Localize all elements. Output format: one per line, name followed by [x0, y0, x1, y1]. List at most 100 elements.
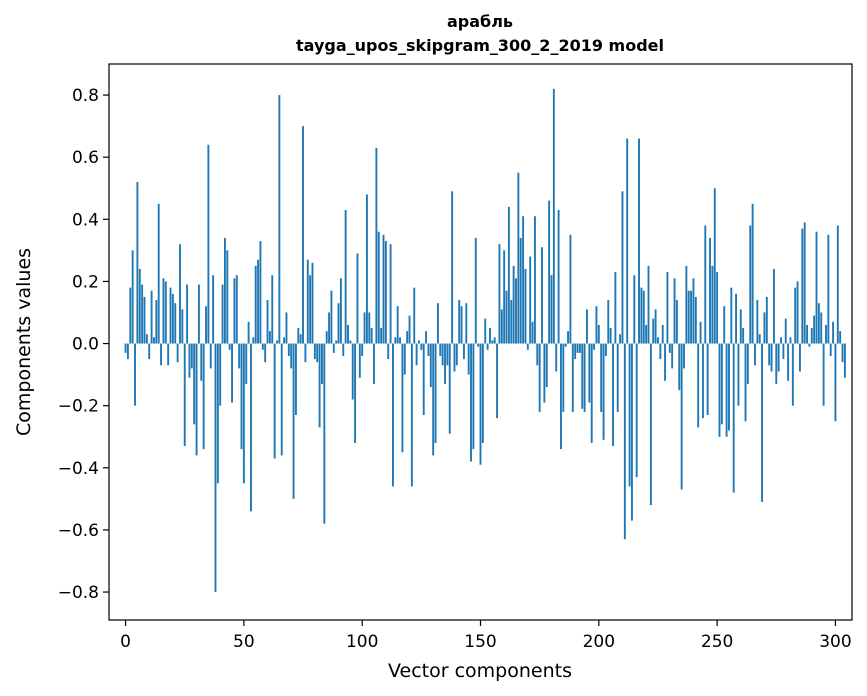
- bar: [593, 343, 596, 350]
- bar: [316, 343, 319, 363]
- bar: [600, 343, 603, 412]
- bar: [711, 265, 714, 344]
- bar: [680, 343, 683, 490]
- bar: [552, 88, 555, 344]
- bar: [160, 343, 163, 366]
- bar: [226, 250, 229, 344]
- y-tick-label: 0.4: [72, 210, 99, 230]
- bar: [268, 331, 271, 344]
- bar: [363, 312, 366, 344]
- bar: [820, 312, 823, 344]
- bar: [744, 343, 747, 422]
- bar: [756, 300, 759, 344]
- bar: [460, 306, 463, 344]
- bar: [716, 272, 719, 344]
- bar: [531, 321, 534, 344]
- bar: [626, 138, 629, 344]
- bar: [493, 337, 496, 344]
- bar: [621, 191, 624, 344]
- bar: [571, 343, 574, 412]
- x-tick-label: 0: [120, 632, 131, 652]
- x-axis-ticks: 0 50 100 150 200 250 300: [120, 620, 852, 652]
- bar: [134, 343, 136, 406]
- bar: [233, 278, 236, 344]
- bar: [370, 328, 373, 344]
- bar: [489, 328, 491, 344]
- bar: [252, 337, 255, 344]
- bar: [614, 272, 617, 344]
- bar: [351, 343, 354, 400]
- bar: [399, 337, 401, 344]
- bar: [358, 343, 361, 378]
- bar: [261, 343, 264, 350]
- x-tick-label: 150: [464, 632, 496, 652]
- bar: [171, 293, 174, 344]
- bar: [770, 343, 773, 372]
- bar: [183, 343, 186, 447]
- bar: [746, 343, 749, 384]
- bar: [723, 306, 726, 344]
- bar: [155, 300, 158, 344]
- bar: [806, 324, 808, 344]
- bar: [730, 287, 733, 344]
- bar: [659, 343, 662, 360]
- bar: [763, 312, 766, 344]
- bar: [817, 303, 820, 344]
- bar: [739, 309, 742, 344]
- bar: [687, 290, 690, 344]
- bar: [384, 241, 387, 344]
- bar: [193, 343, 196, 425]
- bar: [415, 343, 418, 366]
- bar: [836, 225, 839, 344]
- bar: [453, 343, 456, 372]
- bar: [238, 343, 241, 369]
- bar: [446, 343, 449, 366]
- bar: [306, 259, 309, 344]
- bar: [240, 343, 243, 450]
- bar: [791, 343, 794, 406]
- bar: [131, 250, 134, 344]
- bar: [153, 337, 155, 344]
- bar: [789, 337, 792, 344]
- bar: [302, 126, 304, 344]
- bar: [772, 269, 775, 344]
- bar: [517, 172, 520, 344]
- bar: [829, 343, 832, 356]
- bar: [668, 343, 671, 353]
- y-tick-label: 0.8: [72, 86, 99, 106]
- bar: [784, 318, 787, 344]
- bar: [569, 234, 572, 344]
- bar: [271, 275, 274, 344]
- bar: [616, 343, 619, 412]
- bar: [796, 281, 799, 344]
- bar: [754, 343, 756, 366]
- bar: [498, 244, 501, 344]
- bar: [221, 284, 224, 344]
- bar: [633, 275, 636, 344]
- x-tick-label: 50: [233, 632, 255, 652]
- bar: [683, 343, 685, 369]
- bar: [825, 324, 827, 344]
- bar: [515, 278, 517, 344]
- bar: [692, 278, 695, 344]
- bar: [479, 343, 482, 465]
- bar: [597, 324, 600, 344]
- bar: [373, 343, 375, 384]
- bar: [297, 328, 300, 344]
- bar: [666, 272, 669, 344]
- y-tick-label: 0.0: [72, 335, 99, 355]
- x-tick-label: 200: [583, 632, 615, 652]
- bar: [451, 191, 454, 344]
- bar: [697, 343, 700, 428]
- bar: [380, 328, 383, 344]
- bar: [699, 321, 702, 344]
- bar: [202, 343, 205, 450]
- y-tick-label: −0.2: [58, 397, 99, 417]
- bar: [751, 203, 754, 344]
- bar: [787, 343, 790, 381]
- bar: [403, 343, 406, 375]
- bar: [444, 343, 446, 384]
- bar: [209, 343, 212, 369]
- bar: [801, 228, 804, 344]
- bar: [803, 222, 806, 344]
